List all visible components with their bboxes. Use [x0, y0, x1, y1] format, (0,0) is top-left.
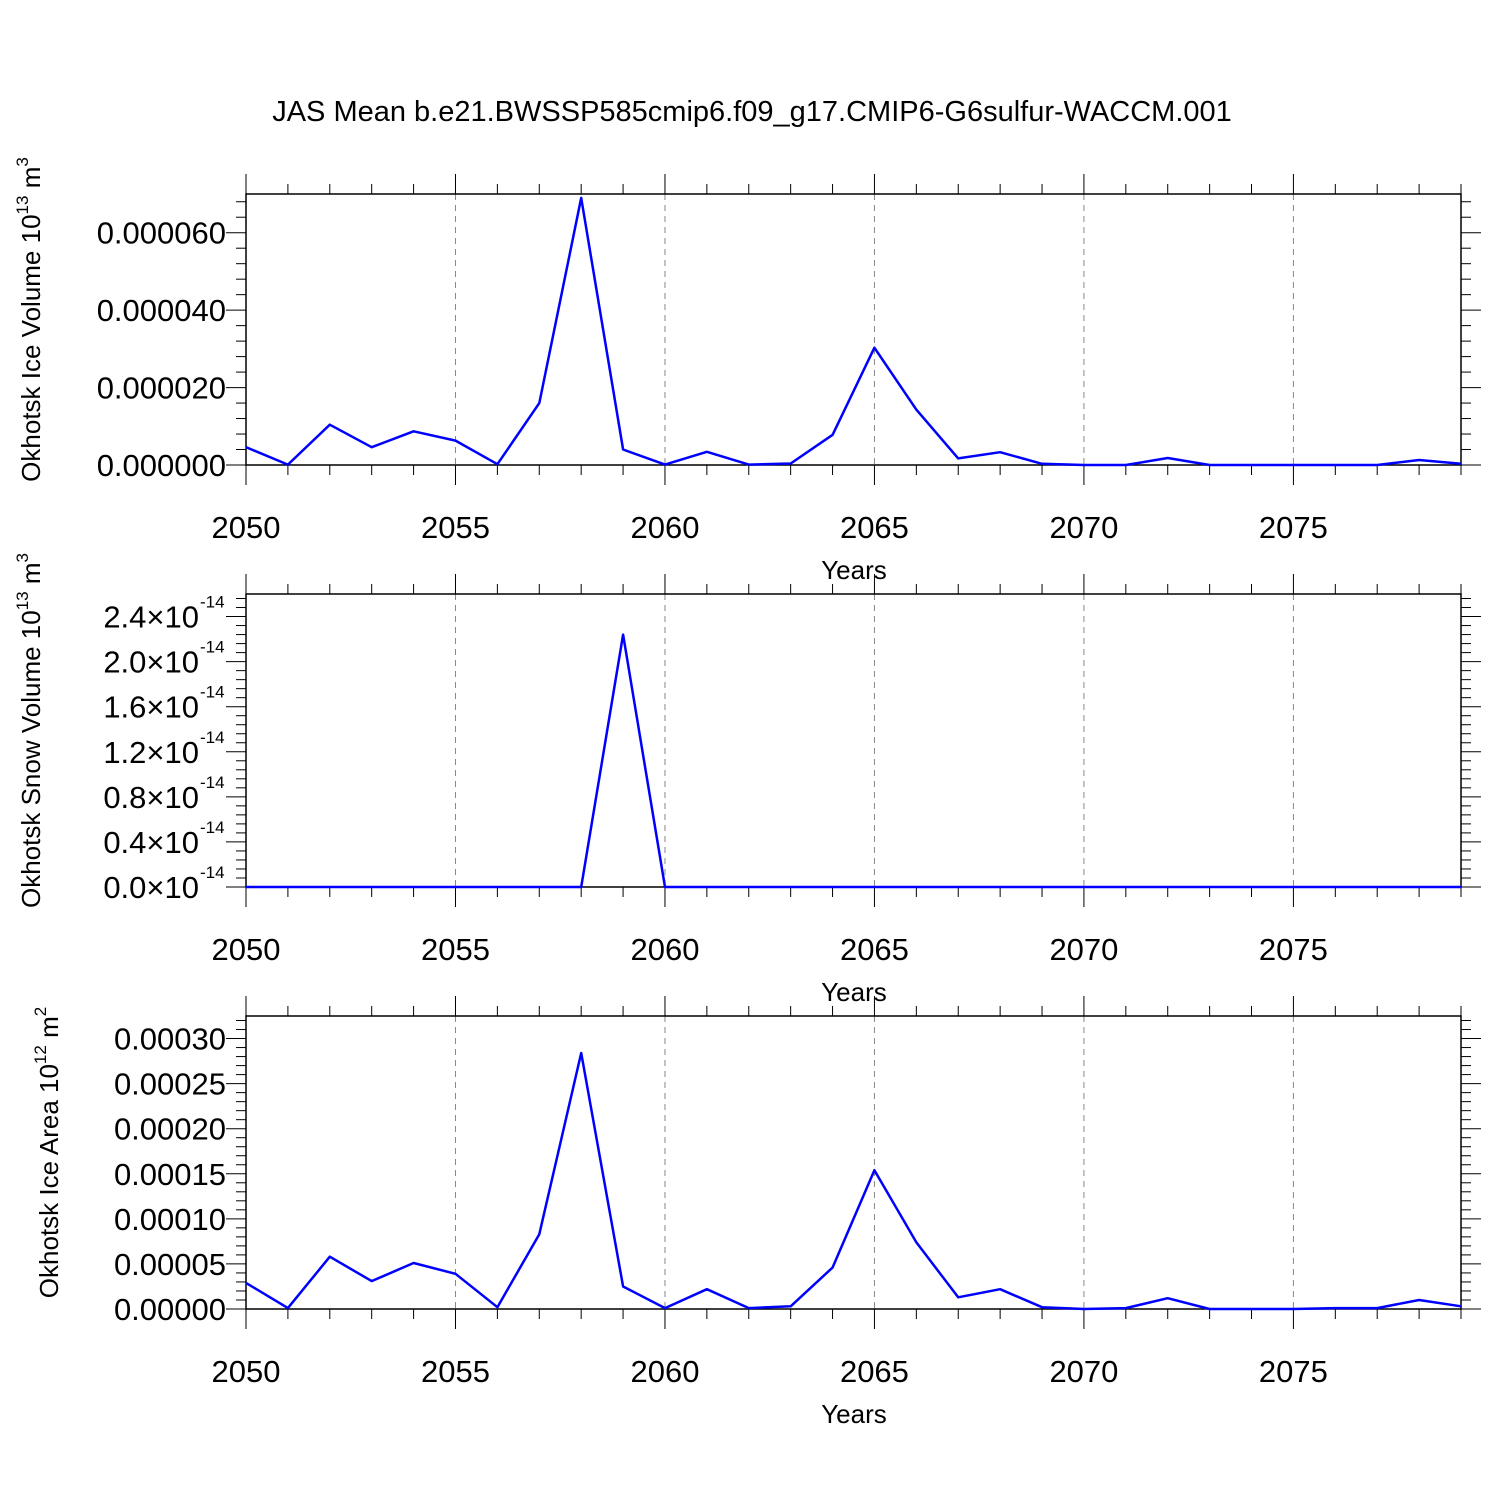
- panels-container: 2050 2055 2060 2065 2070 2075 Years 0.000000 0.0…: [13, 157, 1481, 1429]
- x-tick-label: 2075: [1259, 510, 1328, 545]
- y-tick-label: 0.8×10: [103, 780, 199, 815]
- x-tick-label: 2055: [421, 510, 490, 545]
- panel-1: 2050 2055 2060 2065 2070 2075 Years 0.000000 0.0…: [13, 157, 1481, 585]
- y-tick-label: 0.0×10: [103, 870, 199, 905]
- x-axis-title: Years: [821, 555, 887, 585]
- y-tick-label: 0.00015: [114, 1157, 226, 1192]
- y-tick-exponent: -14: [200, 683, 225, 702]
- y-tick-label: 0.000060: [97, 216, 226, 251]
- y-axis-title: Okhotsk Snow Volume 1013 m3: [13, 553, 46, 908]
- chart-title: JAS Mean b.e21.BWSSP585cmip6.f09_g17.CMI…: [272, 96, 1232, 128]
- y-tick-exponent: -14: [200, 773, 225, 792]
- y-tick-label: 0.00005: [114, 1247, 226, 1282]
- x-tick-label: 2065: [840, 510, 909, 545]
- y-tick-label: 0.000020: [97, 371, 226, 406]
- panel-3: 2050 2055 2060 2065 2070 2075 Years 0.00000 0.00…: [31, 996, 1481, 1429]
- x-tick-label: 2050: [212, 1354, 281, 1389]
- plot-frame: [245, 1015, 1462, 1310]
- y-tick-label: 0.00025: [114, 1067, 226, 1102]
- y-tick-label: 0.000040: [97, 293, 226, 328]
- x-tick-label: 2075: [1259, 1354, 1328, 1389]
- series-line: [245, 196, 1462, 467]
- y-tick-exponent: -14: [200, 638, 225, 657]
- x-tick-label: 2050: [212, 932, 281, 967]
- x-tick-label: 2070: [1049, 510, 1118, 545]
- y-tick-label: 0.00020: [114, 1112, 226, 1147]
- x-tick-label: 2065: [840, 1354, 909, 1389]
- x-tick-label: 2060: [630, 1354, 699, 1389]
- x-tick-label: 2065: [840, 932, 909, 967]
- y-tick-label: 0.4×10: [103, 825, 199, 860]
- x-tick-label: 2050: [212, 510, 281, 545]
- y-tick-label: 2.4×10: [103, 600, 199, 635]
- y-tick-label: 0.00030: [114, 1022, 226, 1057]
- y-axis-title: Okhotsk Ice Volume 1013 m3: [13, 157, 46, 482]
- y-axis-title: Okhotsk Ice Area 1012 m2: [31, 1007, 64, 1298]
- y-tick-exponent: -14: [200, 863, 225, 882]
- plot-frame: [245, 193, 1462, 466]
- x-tick-label: 2075: [1259, 932, 1328, 967]
- series-line: [245, 1051, 1462, 1311]
- y-tick-label: 0.000000: [97, 448, 226, 483]
- y-tick-label: 0.00010: [114, 1202, 226, 1237]
- series-line: [246, 633, 1461, 889]
- y-tick-exponent: -14: [200, 818, 225, 837]
- y-tick-exponent: -14: [200, 593, 225, 612]
- x-tick-label: 2070: [1049, 1354, 1118, 1389]
- x-tick-label: 2060: [630, 510, 699, 545]
- y-tick-exponent: -14: [200, 728, 225, 747]
- y-tick-label: 2.0×10: [103, 645, 199, 680]
- y-tick-label: 1.6×10: [103, 690, 199, 725]
- x-tick-label: 2055: [421, 932, 490, 967]
- x-axis-title: Years: [821, 1399, 887, 1429]
- x-axis-title: Years: [821, 977, 887, 1007]
- x-tick-label: 2060: [630, 932, 699, 967]
- y-tick-label: 1.2×10: [103, 735, 199, 770]
- plot-frame: [245, 593, 1462, 888]
- y-tick-label: 0.00000: [114, 1292, 226, 1327]
- x-tick-label: 2070: [1049, 932, 1118, 967]
- x-tick-label: 2055: [421, 1354, 490, 1389]
